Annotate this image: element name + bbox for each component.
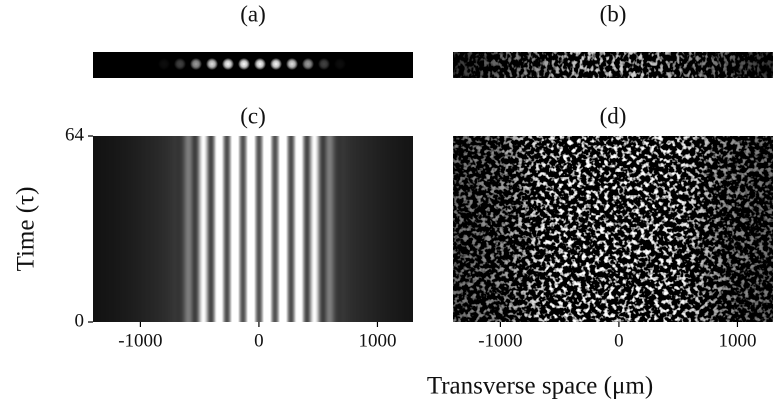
image-spot [190,58,202,70]
image-fringes [93,136,413,322]
x-axis-label: Transverse space (μm) [427,373,653,400]
x-tick-label: -1000 [118,330,162,351]
panel: (d) -1000 0 1000 [453,103,773,351]
image-spot [286,58,298,70]
y-tick-label: 64 [65,124,85,145]
image-spot [174,58,186,70]
image-spot [302,58,314,70]
image-spot [158,58,170,70]
image-spot [318,58,330,70]
image-spot [270,58,282,70]
panel: (c) -1000 0 1000 0 64 [65,103,413,351]
x-tick-label: 0 [254,330,264,351]
x-tick-label: -1000 [478,330,522,351]
panel: (b) [453,1,773,78]
image-spot [206,58,218,70]
panel-title: (c) [240,103,266,128]
panel-title: (b) [600,1,627,26]
x-tick-label: 0 [614,330,624,351]
x-tick-label: 1000 [358,330,396,351]
panel-title: (a) [240,1,266,26]
y-tick-label: 0 [75,310,85,331]
panel-title: (d) [600,103,627,128]
image-spot [334,58,346,70]
panel: (a) [93,1,413,78]
image-spot [254,58,266,70]
y-axis-label: Time (τ) [13,187,40,272]
x-tick-label: 1000 [718,330,756,351]
image-shade [453,136,773,322]
image-spot [222,58,234,70]
image-shade [453,52,773,78]
image-spot [238,58,250,70]
image-background [93,52,413,78]
